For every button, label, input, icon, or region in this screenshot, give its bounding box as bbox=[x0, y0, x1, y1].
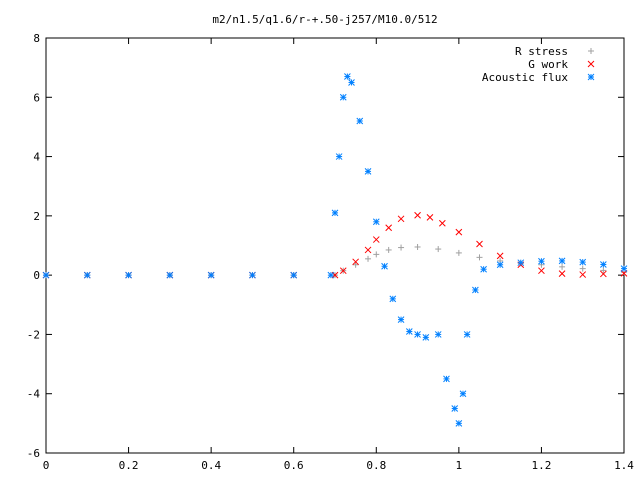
data-point bbox=[327, 271, 335, 279]
data-point bbox=[356, 117, 364, 125]
data-point bbox=[348, 79, 355, 86]
data-point bbox=[620, 270, 628, 277]
data-point bbox=[385, 224, 393, 232]
data-point bbox=[335, 153, 343, 160]
legend-marker bbox=[587, 73, 595, 81]
x-tick-label: 1.4 bbox=[614, 459, 634, 472]
data-point bbox=[397, 215, 405, 223]
y-tick-label: 4 bbox=[33, 151, 40, 164]
data-point bbox=[455, 228, 463, 236]
data-point bbox=[385, 246, 392, 253]
x-tick-label: 0 bbox=[43, 459, 50, 472]
data-point bbox=[600, 261, 607, 268]
y-tick-label: 0 bbox=[33, 269, 40, 282]
data-point bbox=[579, 265, 586, 272]
x-tick-label: 0.6 bbox=[284, 459, 304, 472]
data-point bbox=[558, 270, 566, 278]
data-point bbox=[398, 244, 405, 251]
plot-border bbox=[45, 37, 625, 454]
data-point bbox=[476, 240, 483, 248]
data-point bbox=[414, 331, 421, 338]
data-point bbox=[559, 263, 566, 270]
legend-label: G work bbox=[528, 58, 568, 71]
data-point bbox=[365, 255, 372, 262]
data-point bbox=[496, 252, 504, 260]
data-point bbox=[42, 271, 50, 279]
series-g-work bbox=[42, 211, 628, 279]
x-tick-label: 1.2 bbox=[531, 459, 551, 472]
data-point bbox=[381, 262, 388, 270]
data-point bbox=[620, 265, 628, 272]
data-point bbox=[459, 390, 467, 398]
data-point bbox=[443, 375, 450, 383]
data-point bbox=[538, 257, 545, 265]
plot-frame bbox=[45, 37, 625, 454]
data-point bbox=[372, 236, 380, 243]
data-point bbox=[600, 270, 607, 278]
data-point bbox=[414, 211, 421, 219]
data-point bbox=[455, 420, 463, 427]
data-point bbox=[600, 267, 607, 274]
data-point bbox=[249, 271, 256, 279]
data-point bbox=[83, 271, 91, 279]
data-point bbox=[372, 218, 380, 226]
y-tick-label: -2 bbox=[27, 328, 40, 341]
x-tick-label: 0.8 bbox=[366, 459, 386, 472]
data-point bbox=[339, 93, 347, 101]
data-point bbox=[414, 243, 421, 250]
legend-label: Acoustic flux bbox=[482, 71, 568, 84]
legend-label: R stress bbox=[515, 45, 568, 58]
data-point bbox=[480, 265, 487, 273]
data-point bbox=[579, 271, 587, 278]
data-point bbox=[476, 254, 483, 261]
data-point bbox=[373, 251, 380, 258]
data-point bbox=[422, 334, 430, 341]
data-point bbox=[405, 328, 413, 335]
data-point bbox=[389, 295, 397, 303]
data-point bbox=[352, 258, 359, 266]
data-point bbox=[463, 331, 471, 338]
data-point bbox=[558, 257, 566, 265]
x-tick-label: 0.4 bbox=[201, 459, 221, 472]
data-point bbox=[339, 267, 347, 275]
data-point bbox=[125, 271, 132, 279]
y-tick-label: 6 bbox=[33, 91, 40, 104]
data-point bbox=[352, 261, 359, 268]
data-point bbox=[344, 73, 351, 80]
data-point bbox=[397, 316, 405, 323]
data-point bbox=[435, 246, 442, 253]
data-point bbox=[426, 213, 434, 221]
chart-title: m2/n1.5/q1.6/r-+.50-j257/M10.0/512 bbox=[212, 13, 437, 26]
data-point bbox=[496, 261, 504, 269]
data-point bbox=[207, 271, 215, 279]
data-series bbox=[42, 73, 628, 427]
data-point bbox=[517, 259, 525, 267]
x-tick-label: 0.2 bbox=[119, 459, 139, 472]
axis-ticks: 0 0.2 0.4 0.6 0.8 1 1.2 1.4 -6 -4 -2 0 2 4 6 8 bbox=[27, 32, 635, 472]
series-acoustic-flux bbox=[42, 73, 628, 427]
data-point bbox=[438, 219, 446, 227]
data-point bbox=[538, 267, 545, 275]
data-point bbox=[579, 258, 587, 266]
data-point bbox=[166, 271, 174, 279]
y-tick-label: -4 bbox=[27, 388, 41, 401]
data-point bbox=[364, 168, 372, 175]
y-tick-label: 8 bbox=[33, 32, 40, 45]
x-tick-label: 1 bbox=[456, 459, 463, 472]
legend-marker bbox=[587, 60, 595, 68]
y-tick-label: 2 bbox=[33, 210, 40, 223]
legend-marker bbox=[588, 48, 594, 54]
data-point bbox=[455, 249, 462, 256]
data-point bbox=[331, 209, 339, 217]
data-point bbox=[290, 271, 298, 279]
data-point bbox=[434, 331, 442, 338]
data-point bbox=[364, 246, 372, 254]
y-tick-label: -6 bbox=[27, 447, 40, 460]
data-point bbox=[451, 405, 459, 412]
data-point bbox=[472, 286, 479, 294]
